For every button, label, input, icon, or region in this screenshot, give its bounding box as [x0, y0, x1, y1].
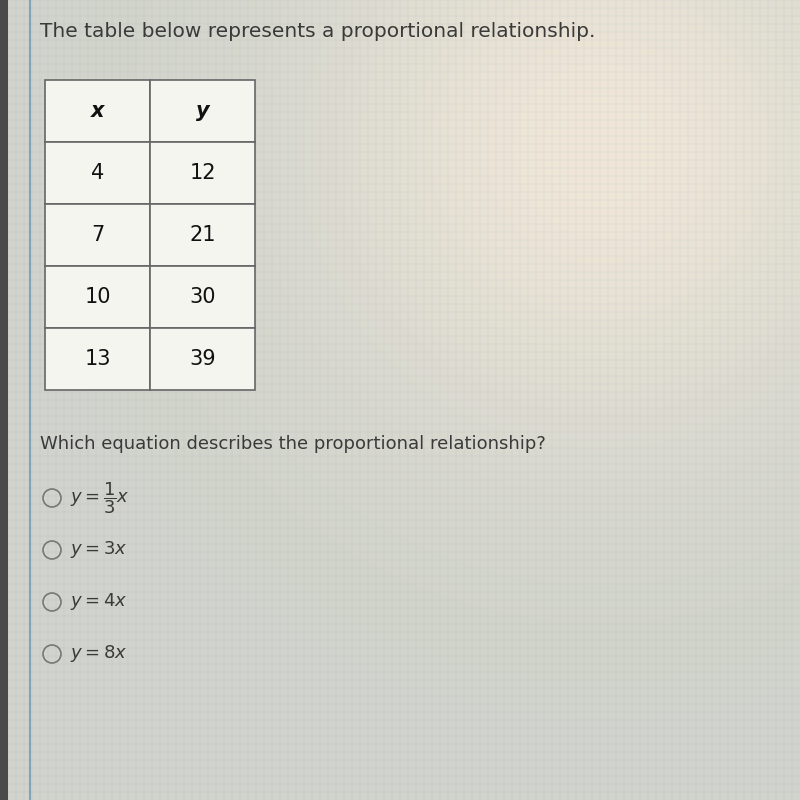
Bar: [45, 204, 150, 266]
Text: $y = 8x$: $y = 8x$: [70, 643, 127, 665]
Text: 21: 21: [190, 225, 216, 245]
Text: y: y: [196, 101, 210, 121]
Bar: [150, 204, 255, 266]
Bar: [150, 266, 255, 328]
Text: 30: 30: [190, 287, 216, 307]
Text: The table below represents a proportional relationship.: The table below represents a proportiona…: [40, 22, 595, 41]
Bar: [45, 328, 150, 390]
Text: $y = 3x$: $y = 3x$: [70, 539, 127, 561]
Text: 13: 13: [84, 349, 110, 369]
Bar: [150, 80, 255, 142]
Bar: [150, 328, 255, 390]
Text: $y = \dfrac{1}{3}x$: $y = \dfrac{1}{3}x$: [70, 480, 130, 516]
Text: Which equation describes the proportional relationship?: Which equation describes the proportiona…: [40, 435, 546, 453]
Bar: [150, 142, 255, 204]
Bar: [45, 80, 150, 142]
Text: x: x: [90, 101, 104, 121]
Text: 4: 4: [91, 163, 104, 183]
Text: 7: 7: [91, 225, 104, 245]
Text: 39: 39: [189, 349, 216, 369]
Text: 10: 10: [84, 287, 110, 307]
Text: $y = 4x$: $y = 4x$: [70, 591, 127, 613]
Bar: [0, 0, 8, 800]
Text: 12: 12: [190, 163, 216, 183]
Bar: [45, 142, 150, 204]
Bar: [45, 266, 150, 328]
